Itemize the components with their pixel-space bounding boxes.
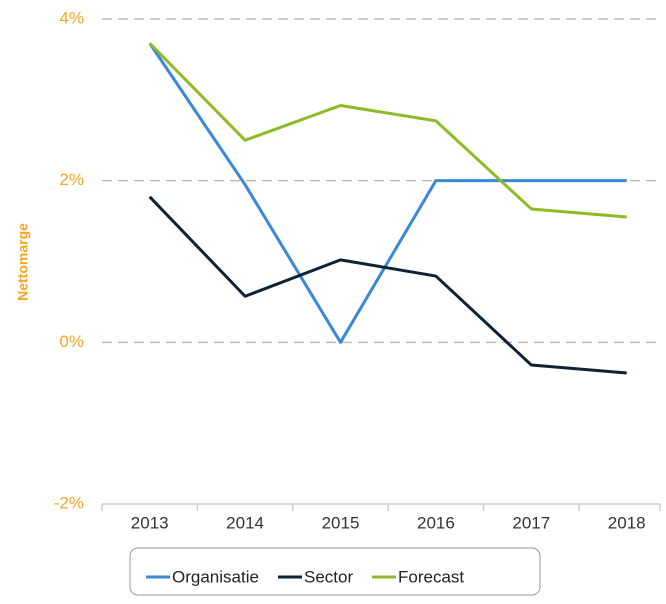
x-tick-label: 2017 [512, 513, 550, 532]
series-line [148, 42, 627, 344]
x-tick-label: 2013 [131, 513, 169, 532]
y-tick-label: 2% [59, 170, 84, 189]
legend-label: Forecast [398, 567, 464, 586]
series-line [148, 195, 627, 375]
x-tick-label: 2018 [608, 513, 646, 532]
x-tick-label: 2015 [322, 513, 360, 532]
y-tick-label: 4% [59, 8, 84, 27]
legend-label: Organisatie [172, 567, 259, 586]
y-tick-label: -2% [54, 493, 84, 512]
legend-label: Sector [304, 567, 353, 586]
legend-box [129, 547, 541, 596]
x-tick-label: 2016 [417, 513, 455, 532]
y-axis-label: Nettomarge [15, 223, 31, 301]
x-tick-label: 2014 [226, 513, 264, 532]
series-line [148, 42, 627, 219]
y-tick-label: 0% [59, 332, 84, 351]
